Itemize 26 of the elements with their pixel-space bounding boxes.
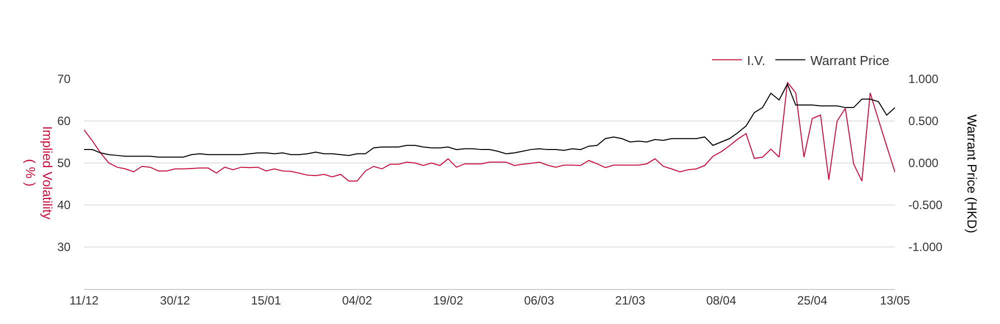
y-axis-title: Implied Volatility ( % ) xyxy=(22,126,55,220)
y2-tick-label: -1.000 xyxy=(908,240,943,254)
x-tick-label: 19/02 xyxy=(433,293,464,308)
x-tick-label: 30/12 xyxy=(160,293,190,308)
y-tick-label: 40 xyxy=(57,198,71,212)
legend-label: I.V. xyxy=(747,52,766,68)
legend-label: Warrant Price xyxy=(810,52,890,68)
y-tick-label: 50 xyxy=(57,156,71,170)
y-tick-label: 70 xyxy=(57,72,71,86)
y2-tick-label: 0.500 xyxy=(908,114,939,128)
x-tick-label: 04/02 xyxy=(342,293,372,308)
line-series xyxy=(84,82,895,182)
y2-tick-label: 1.000 xyxy=(908,72,939,86)
x-tick-label: 21/03 xyxy=(615,293,646,308)
y2-axis-title: Warrant Price (HKD) xyxy=(964,114,980,234)
x-tick-label: 15/01 xyxy=(251,293,282,308)
y-tick-label: 30 xyxy=(57,240,71,254)
x-tick-label: 11/12 xyxy=(69,293,99,308)
x-tick-label: 06/03 xyxy=(524,293,554,308)
x-tick-label: 25/04 xyxy=(797,293,828,308)
x-tick-label: 13/05 xyxy=(880,293,910,308)
y2-tick-label: 0.000 xyxy=(908,156,939,170)
y2-tick-label: -0.500 xyxy=(908,198,943,212)
x-tick-label: 08/04 xyxy=(706,293,737,308)
line-series xyxy=(84,84,895,158)
y-tick-label: 60 xyxy=(57,114,71,128)
